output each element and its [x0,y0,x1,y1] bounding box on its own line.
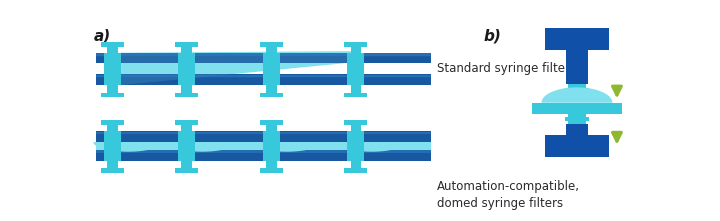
Bar [181,85,192,93]
Bar [175,93,198,97]
Bar [96,76,431,78]
Bar [96,53,431,63]
Bar [344,168,367,173]
Polygon shape [167,142,237,152]
Bar [96,53,431,63]
Bar [544,28,609,50]
Bar [96,151,431,153]
Polygon shape [252,142,321,152]
Bar [564,117,589,121]
Bar [351,160,361,168]
Bar [96,75,431,77]
Polygon shape [121,51,357,85]
Bar [266,125,276,133]
Bar [344,93,367,97]
Text: a): a) [94,29,112,44]
Bar [96,150,431,160]
Bar [101,120,124,125]
Bar [566,50,588,84]
Bar [107,160,118,168]
Bar [175,42,198,47]
Bar [260,168,283,173]
Bar [96,54,431,57]
Bar [107,47,118,54]
Bar [344,42,367,47]
Bar [344,120,367,125]
Bar [544,135,609,157]
Bar [96,53,431,56]
Bar [351,47,361,54]
Bar [96,74,431,85]
Bar [104,131,121,160]
Bar [178,131,195,160]
Bar [101,42,124,47]
Bar [532,103,621,114]
Bar [567,114,586,124]
Bar [101,93,124,97]
Bar [260,93,283,97]
Polygon shape [94,142,163,152]
Text: b): b) [484,29,502,44]
Bar [181,47,192,54]
Bar [266,160,276,168]
Bar [96,131,431,160]
Polygon shape [541,87,612,103]
Bar [564,88,589,94]
Bar [263,53,279,85]
Bar [175,168,198,173]
Text: Automation-compatible,
domed syringe filters: Automation-compatible, domed syringe fil… [437,180,580,210]
Bar [107,85,118,93]
Bar [96,74,431,85]
Bar [101,168,124,173]
Bar [178,53,195,85]
Bar [567,84,586,95]
Bar [266,47,276,54]
Bar [175,120,198,125]
Bar [348,53,364,85]
Bar [260,42,283,47]
Bar [260,120,283,125]
Text: Standard syringe filters: Standard syringe filters [437,62,576,75]
Bar [351,85,361,93]
Bar [263,131,279,160]
Bar [351,125,361,133]
Bar [181,160,192,168]
Bar [181,125,192,133]
Bar [96,132,431,134]
Bar [107,125,118,133]
Polygon shape [337,142,406,152]
Bar [96,131,431,142]
Bar [348,131,364,160]
Bar [566,124,588,157]
Bar [104,53,121,85]
Bar [266,85,276,93]
